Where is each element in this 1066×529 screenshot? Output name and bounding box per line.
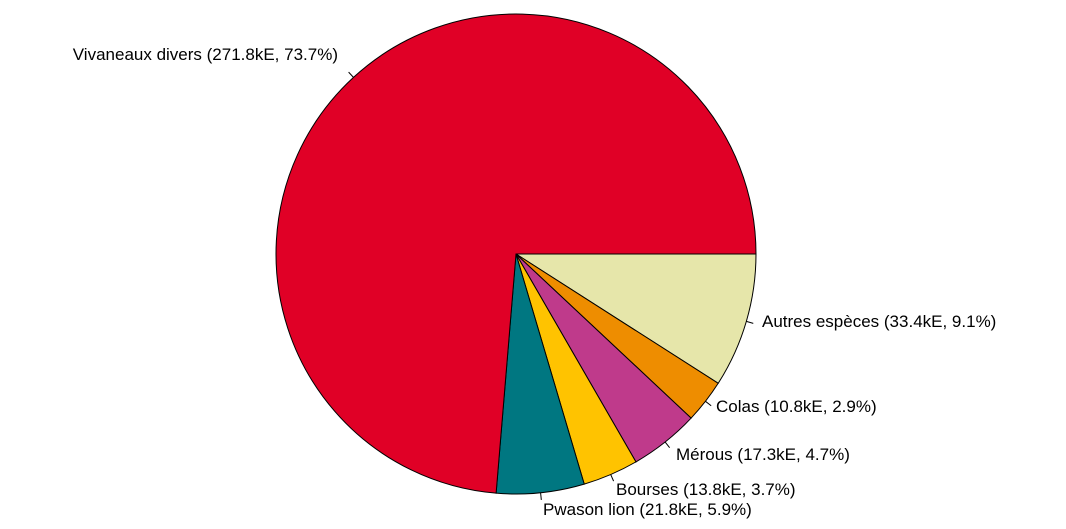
slice-label: Mérous (17.3kE, 4.7%) xyxy=(676,445,850,464)
slice-label: Pwason lion (21.8kE, 5.9%) xyxy=(543,500,752,519)
label-leader-line xyxy=(540,492,542,500)
slice-label: Colas (10.8kE, 2.9%) xyxy=(716,397,877,416)
label-leader-line xyxy=(664,441,671,448)
slice-label: Vivaneaux divers (271.8kE, 73.7%) xyxy=(73,45,338,64)
label-leader-line xyxy=(348,71,354,78)
pie-slice xyxy=(514,253,757,384)
label-leader-line xyxy=(746,320,754,324)
label-leader-line xyxy=(705,400,712,407)
slice-label: Autres espèces (33.4kE, 9.1%) xyxy=(762,312,996,331)
pie-slice xyxy=(275,13,757,494)
label-leader-line xyxy=(610,474,615,482)
slice-label: Bourses (13.8kE, 3.7%) xyxy=(616,480,796,499)
